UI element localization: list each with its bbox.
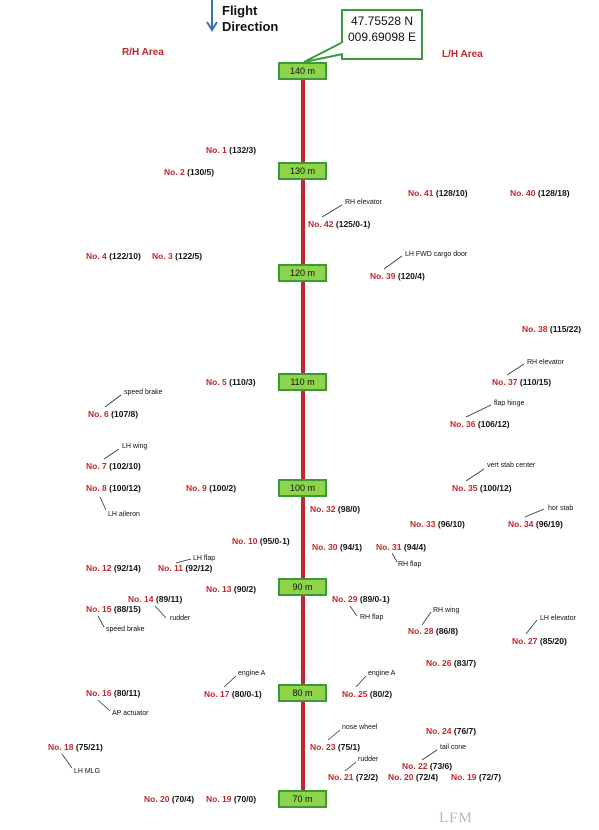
part-note: RH elevator	[345, 199, 382, 206]
part-note: nose wheel	[342, 724, 378, 731]
debris-point: No. 32 (98/0)	[310, 504, 361, 514]
rh-area-label: R/H Area	[122, 47, 164, 58]
debris-point: No. 29 (89/0-1)	[332, 594, 390, 604]
debris-point: No. 25 (80/2)	[342, 689, 393, 699]
part-note: LH MLG	[74, 768, 101, 775]
debris-point: No. 35 (100/12)	[452, 483, 512, 493]
part-note: speed brake	[106, 626, 145, 633]
debris-point: No. 17 (80/0-1)	[204, 689, 262, 699]
debris-point: No. 16 (80/11)	[86, 688, 141, 698]
debris-point: No. 19 (70/0)	[206, 794, 257, 804]
debris-point: No. 11 (92/12)	[158, 563, 213, 573]
debris-point: No. 19 (72/7)	[451, 772, 502, 782]
debris-point: No. 40 (128/18)	[510, 188, 570, 198]
debris-point: No. 3 (122/5)	[152, 251, 203, 261]
watermark: LFM	[439, 810, 473, 826]
debris-point: No. 9 (100/2)	[186, 483, 237, 493]
part-note: LH wing	[122, 443, 148, 450]
debris-point: No. 33 (96/10)	[410, 519, 465, 529]
part-note: RH wing	[433, 607, 460, 614]
part-note: hor stab	[548, 505, 574, 512]
debris-point: No. 38 (115/22)	[522, 324, 582, 334]
part-note: engine A	[238, 670, 266, 677]
coordinates-callout: 47.75528 N 009.69098 E	[341, 9, 423, 60]
marker-130m: 130 m	[278, 162, 327, 180]
part-note: RH elevator	[527, 359, 564, 366]
debris-point: No. 23 (75/1)	[310, 742, 361, 752]
debris-point: No. 37 (110/15)	[492, 377, 552, 387]
debris-point: No. 31 (94/4)	[376, 542, 427, 552]
debris-point: No. 20 (70/4)	[144, 794, 195, 804]
part-note: rudder	[358, 756, 379, 763]
part-note: vert stab center	[487, 462, 536, 469]
debris-point: No. 7 (102/10)	[86, 461, 141, 471]
part-note: LH elevator	[540, 615, 576, 622]
debris-point: No. 39 (120/4)	[370, 271, 425, 281]
direction-line-2: Direction	[222, 19, 279, 34]
direction-line-1: Flight	[222, 3, 258, 18]
debris-point: No. 4 (122/10)	[86, 251, 141, 261]
coordinate-latitude: 47.75528 N	[350, 14, 414, 28]
part-note: speed brake	[124, 389, 163, 396]
debris-point: No. 27 (85/20)	[512, 636, 567, 646]
marker-120m: 120 m	[278, 264, 327, 282]
part-note: tail cone	[440, 744, 467, 751]
debris-point: No. 24 (76/7)	[426, 726, 477, 736]
debris-point: No. 36 (106/12)	[450, 419, 510, 429]
debris-point: No. 34 (96/19)	[508, 519, 563, 529]
debris-point: No. 1 (132/3)	[206, 145, 257, 155]
marker-90m: 90 m	[278, 578, 327, 596]
marker-70m: 70 m	[278, 790, 327, 808]
debris-point: No. 14 (89/11)	[128, 594, 183, 604]
lh-area-label: L/H Area	[442, 49, 483, 60]
distance-line	[301, 70, 305, 806]
debris-point: No. 30 (94/1)	[312, 542, 363, 552]
debris-point: No. 5 (110/3)	[206, 377, 256, 387]
debris-point: No. 12 (92/14)	[86, 563, 141, 573]
part-note: AP actuator	[112, 710, 149, 717]
debris-point: No. 6 (107/8)	[88, 409, 139, 419]
debris-point: No. 42 (125/0-1)	[308, 219, 371, 229]
debris-point: No. 41 (128/10)	[408, 188, 468, 198]
marker-140m: 140 m	[278, 62, 327, 80]
coordinate-longitude: 009.69098 E	[347, 30, 417, 44]
flight-direction-label: Flight Direction	[222, 3, 278, 35]
debris-point: No. 13 (90/2)	[206, 584, 257, 594]
part-note: RH flap	[360, 614, 384, 621]
debris-point: No. 26 (83/7)	[426, 658, 477, 668]
debris-point: No. 15 (88/15)	[86, 604, 141, 614]
part-note: LH flap	[193, 555, 216, 562]
flight-direction-arrow-icon	[206, 0, 218, 32]
part-note: LH FWD cargo door	[405, 251, 468, 258]
debris-point: No. 20 (72/4)	[388, 772, 439, 782]
debris-point: No. 18 (75/21)	[48, 742, 103, 752]
part-note: RH flap	[398, 561, 422, 568]
debris-point: No. 10 (95/0-1)	[232, 536, 290, 546]
debris-point: No. 22 (73/6)	[402, 761, 453, 771]
part-note: engine A	[368, 670, 396, 677]
part-note: LH aileron	[108, 511, 140, 518]
debris-point: No. 21 (72/2)	[328, 772, 379, 782]
debris-point: No. 8 (100/12)	[86, 483, 141, 493]
marker-80m: 80 m	[278, 684, 327, 702]
part-note: flap hinge	[494, 400, 525, 407]
part-note: rudder	[170, 615, 191, 622]
marker-110m: 110 m	[278, 373, 327, 391]
debris-point: No. 2 (130/5)	[164, 167, 215, 177]
marker-100m: 100 m	[278, 479, 327, 497]
debris-point: No. 28 (86/8)	[408, 626, 459, 636]
